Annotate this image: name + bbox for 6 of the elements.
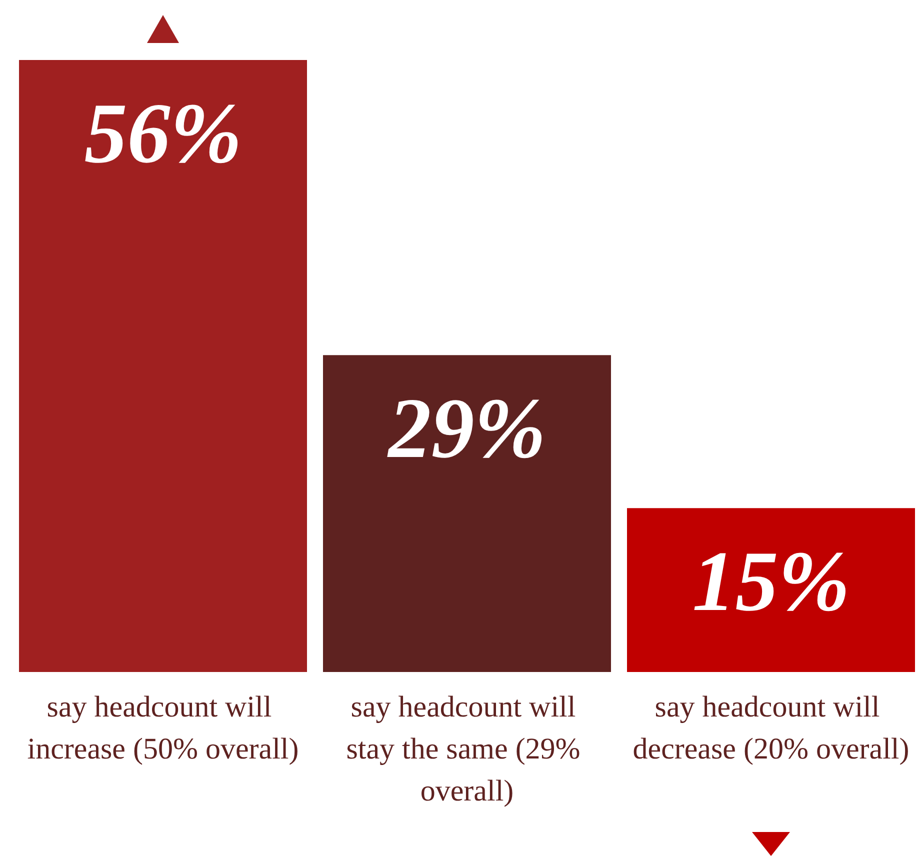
data-label: 15% [692, 533, 850, 630]
x-tick-label: say headcount will increase (50% overall) [27, 690, 299, 766]
data-label: 29% [386, 380, 546, 476]
data-label: 56% [84, 85, 242, 181]
x-tick-label: say headcount will decrease (20% overall) [632, 690, 910, 766]
x-tick-label: say headcount will stay the same (29% overall) [346, 690, 588, 808]
